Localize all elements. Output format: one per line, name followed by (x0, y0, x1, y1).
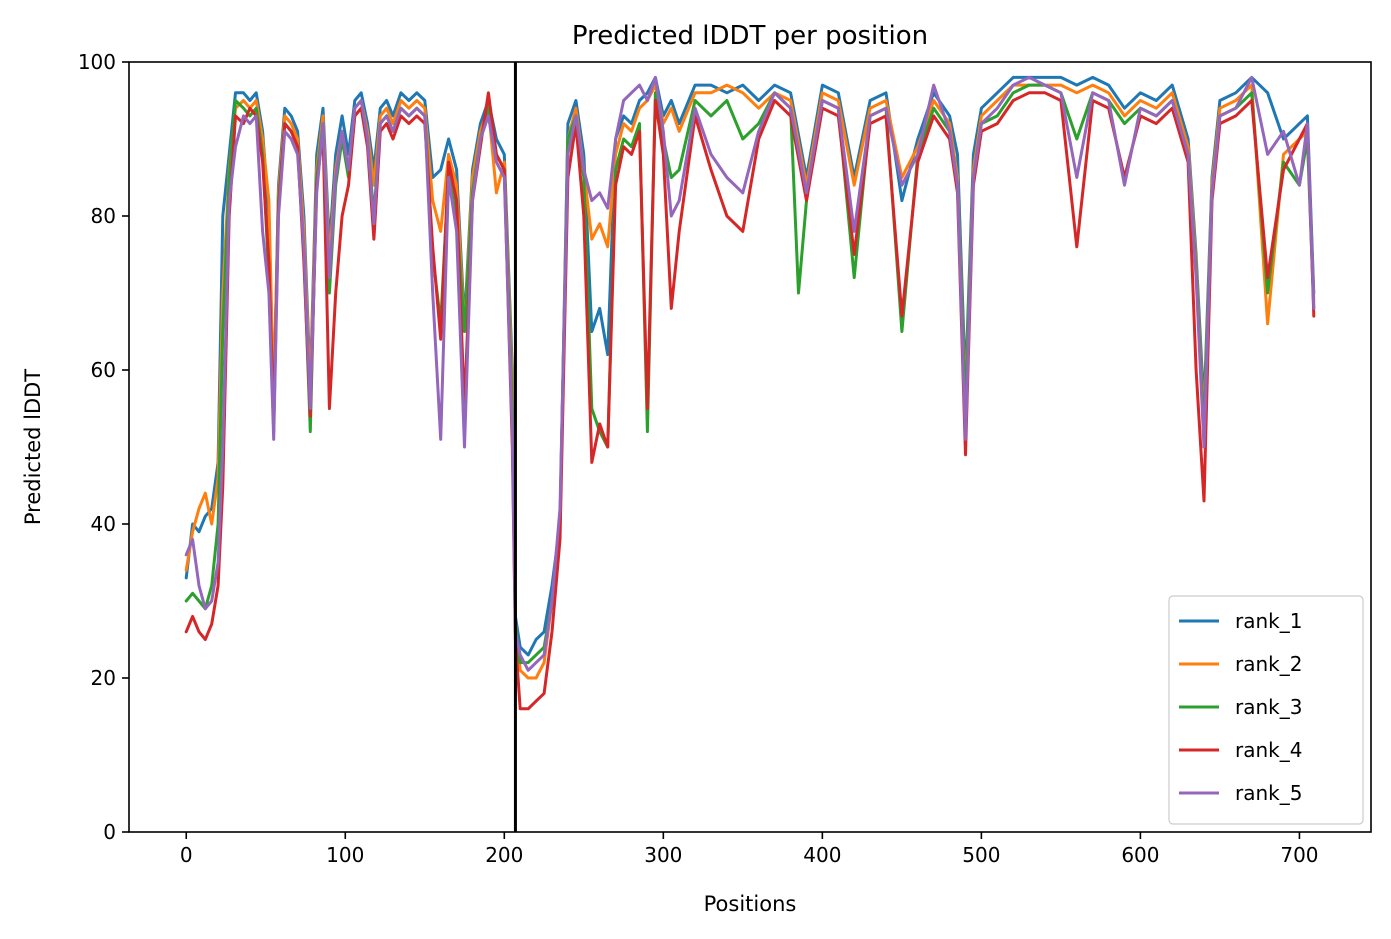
y-tick-label: 20 (91, 666, 116, 690)
y-axis: 0 20 40 60 80 100 (78, 50, 129, 844)
y-tick-label: 60 (91, 358, 116, 382)
x-tick-label: 300 (644, 843, 682, 867)
legend-label-rank_5: rank_5 (1235, 781, 1302, 805)
x-tick-label: 0 (180, 843, 193, 867)
x-tick-label: 100 (326, 843, 364, 867)
legend-box (1168, 595, 1364, 825)
chart-title: Predicted lDDT per position (572, 21, 928, 51)
plot-frame (128, 61, 1372, 833)
legend-label-rank_3: rank_3 (1235, 695, 1302, 719)
legend-label-rank_2: rank_2 (1235, 652, 1302, 676)
y-tick-label: 0 (103, 820, 116, 844)
y-tick-label: 40 (91, 512, 116, 536)
series-layer (184, 75, 1316, 711)
legend: rank_1 rank_2 rank_3 rank_4 rank_5 (1168, 595, 1364, 825)
x-tick-label: 200 (485, 843, 523, 867)
legend-label-rank_1: rank_1 (1235, 609, 1302, 633)
x-tick-label: 400 (803, 843, 841, 867)
x-axis: 0 100 200 300 400 500 600 700 (180, 832, 1319, 867)
y-tick-label: 100 (78, 50, 116, 74)
y-tick-label: 80 (91, 204, 116, 228)
x-tick-label: 500 (962, 843, 1000, 867)
series-line-rank_5 (184, 75, 1316, 672)
legend-label-rank_4: rank_4 (1235, 738, 1302, 762)
x-tick-label: 600 (1121, 843, 1159, 867)
x-tick-label: 700 (1280, 843, 1318, 867)
x-axis-title: Positions (704, 892, 797, 916)
y-axis-title: Predicted lDDT (21, 369, 45, 525)
